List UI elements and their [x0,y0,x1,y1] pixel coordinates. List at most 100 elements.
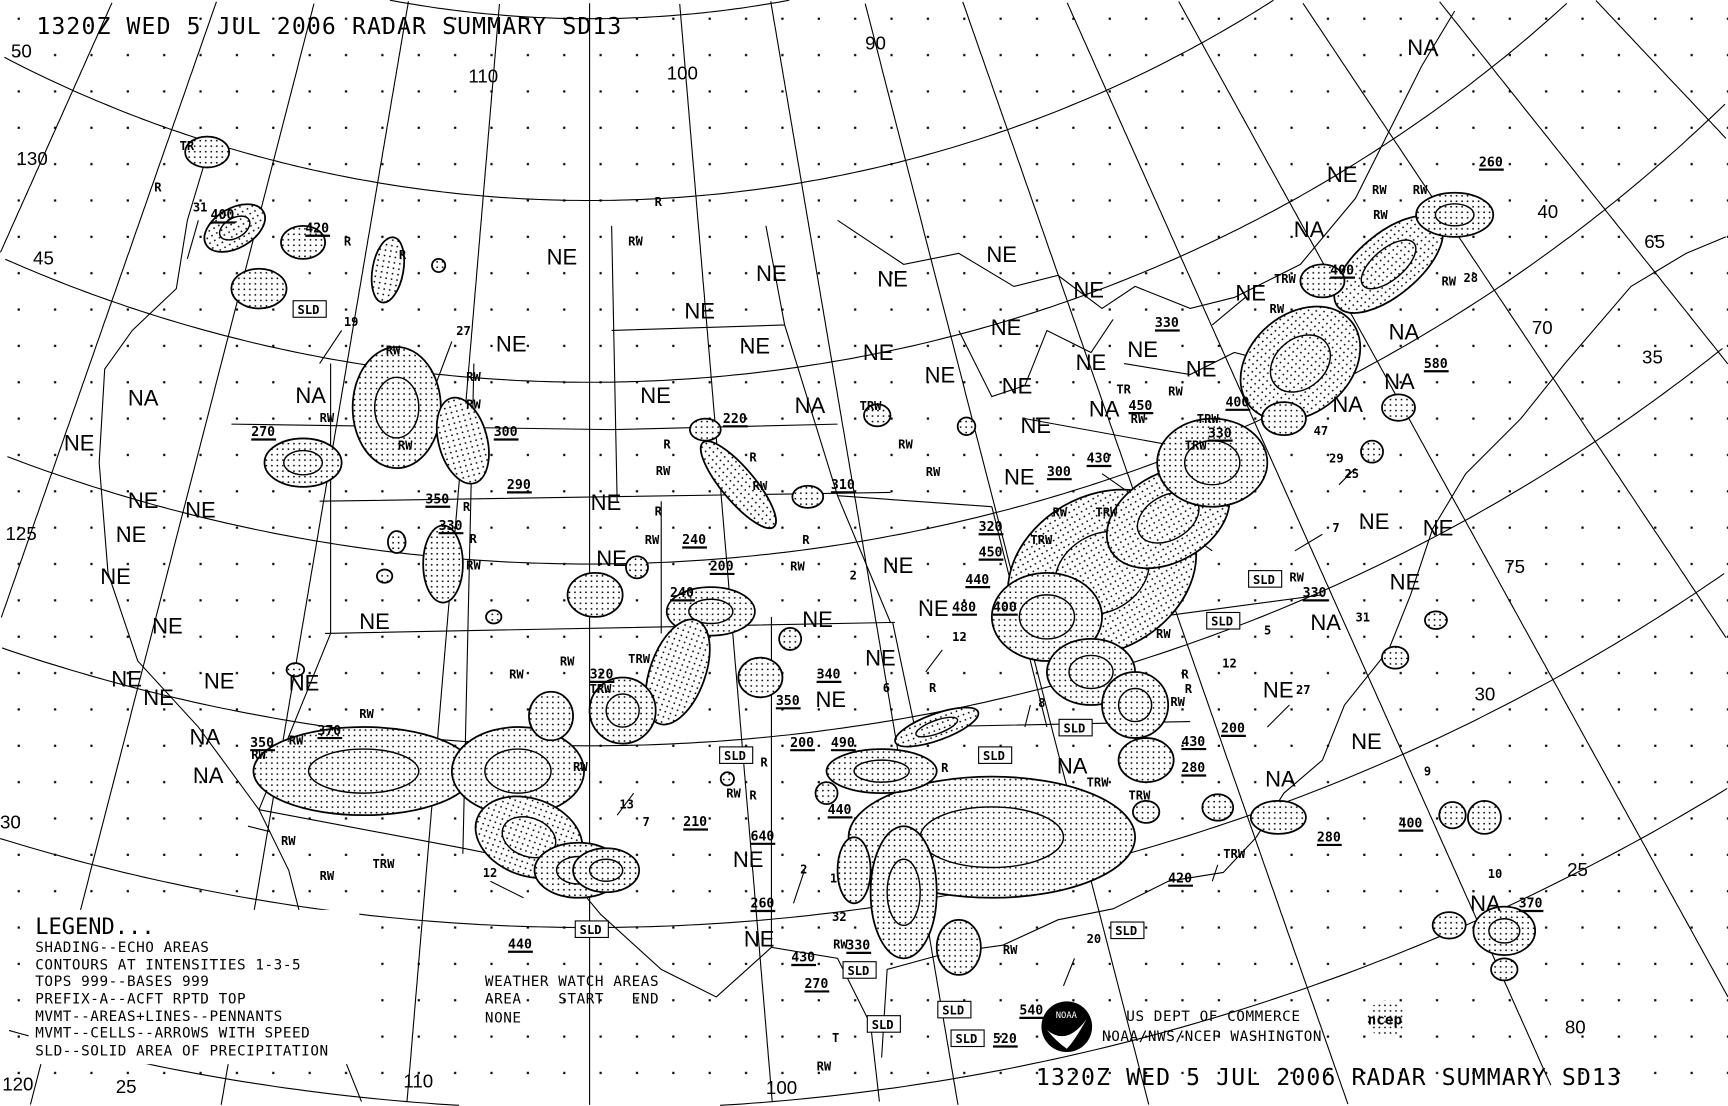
legend-line: SLD--SOLID AREA OF PRECIPITATION [35,1043,328,1059]
area-status-label: NA [193,763,224,788]
intensity-contour [1269,334,1332,393]
weather-watch-areas: WEATHER WATCH AREAS AREA START END NONE [485,974,659,1026]
precip-type-label: RW [573,760,588,774]
precip-type-label: TRW [590,682,613,696]
precip-type-label: TRW [628,652,651,666]
echo-area [836,836,872,905]
echo-area [1299,263,1346,299]
grid-label: 100 [667,62,698,83]
precip-type-label: TRW [372,857,395,871]
area-status-label: NA [1470,891,1501,916]
precip-type-label: RW [320,411,335,425]
precip-type-label: RW [656,464,671,478]
intensity-contour [588,858,624,882]
area-status-label: NE [359,609,390,634]
precip-type-label: R [663,437,671,451]
precip-type-label: TRW [1274,272,1297,286]
echo-area [688,417,722,442]
area-status-label: NE [986,242,1017,267]
legend-line: CONTOURS AT INTENSITIES 1-3-5 [35,957,301,973]
grid-label: 30 [0,811,21,832]
echo-area [1381,645,1410,670]
precip-type-label: RW [289,734,304,748]
echo-top-label: 430 [791,951,815,966]
echo-top-label: 640 [750,830,774,845]
grid-label: 75 [1504,556,1525,577]
area-status-label: NE [991,315,1022,340]
grid-label: 130 [17,148,48,169]
echo-area [956,416,977,437]
area-status-label: NA [1265,767,1296,792]
gulf-coast [881,836,1257,1058]
echo-area [422,524,464,604]
precip-type-label: 19 [344,315,359,329]
area-status-label: NE [496,331,527,356]
area-status-label: NA [1389,319,1420,344]
precip-type-label: 27 [456,324,471,338]
intensity-contour [1488,918,1521,944]
echo-top-label: 440 [508,937,532,952]
longitude-line [0,1,217,618]
echo-top-label: 210 [683,815,707,830]
title-bottom: 1320Z WED 5 JUL 2006 RADAR SUMMARY SD13 [1036,1065,1622,1091]
area-status-label: NE [289,671,320,696]
precip-type-label: TRW [1128,789,1151,803]
area-status-label: NA [1057,753,1088,778]
longitude-line [1439,1,1728,365]
area-status-label: NE [918,596,949,621]
movement-arrow [1024,704,1031,728]
movement-arrow [1062,958,1076,987]
precip-type-label: RW [1156,627,1171,641]
precip-type-label: RW [753,479,768,493]
grid-label: 110 [468,66,498,87]
precip-type-label: R [154,181,162,195]
echo-area [1101,671,1170,739]
legend-heading: LEGEND... [35,915,154,940]
movement-arrow [1266,704,1290,728]
precip-type-label: RW [560,654,575,668]
area-status-label: NA [1310,610,1341,635]
echo-top-label: 280 [1317,831,1341,846]
area-status-label: NA [1407,35,1438,60]
echo-top-label: 430 [1087,452,1111,467]
echo-area [588,676,657,745]
precip-type-label: RW [1372,183,1387,197]
area-status-label: NE [100,564,131,589]
precip-type-label: R [469,532,477,546]
precip-type-label: RW [1003,943,1018,957]
echo-top-label: 300 [1047,465,1071,480]
precip-type-label: 10 [1488,867,1503,881]
watch-columns: AREA START END [485,992,659,1008]
sld-box: SLD [1248,570,1283,588]
precip-type-label: RW [645,533,660,547]
grid-label: 110 [403,1070,433,1091]
echo-area [791,484,825,509]
echo-top-label: 330 [1208,426,1232,441]
area-status-label: NA [128,385,159,410]
precip-type-label: 32 [832,910,847,924]
grid-label: 30 [1475,684,1496,705]
precip-type-label: 9 [1424,765,1431,779]
echo-area [566,571,624,618]
echo-top-label: 400 [1225,395,1249,410]
echo-top-label: 400 [1330,263,1354,278]
echo-top-label: 320 [590,668,614,683]
echo-area [184,135,231,169]
echo-area [894,706,980,748]
area-status-label: NE [1020,413,1051,438]
precip-type-label: RW [466,559,481,573]
grid-label: 65 [1644,231,1665,252]
sld-box: SLD [574,920,609,939]
area-status-label: NE [640,383,671,408]
echo-area [935,918,982,976]
echo-top-label: 300 [494,425,518,440]
precip-type-label: 1 [830,871,837,885]
precip-type-label: 31 [193,201,208,215]
area-status-label: NE [128,488,159,513]
area-status-label: NA [795,393,826,418]
area-status-label: NE [1127,337,1158,362]
sld-box: SLD [842,961,877,979]
precip-type-label: TRW [1185,438,1208,452]
precip-type-label: RW [1289,571,1304,585]
